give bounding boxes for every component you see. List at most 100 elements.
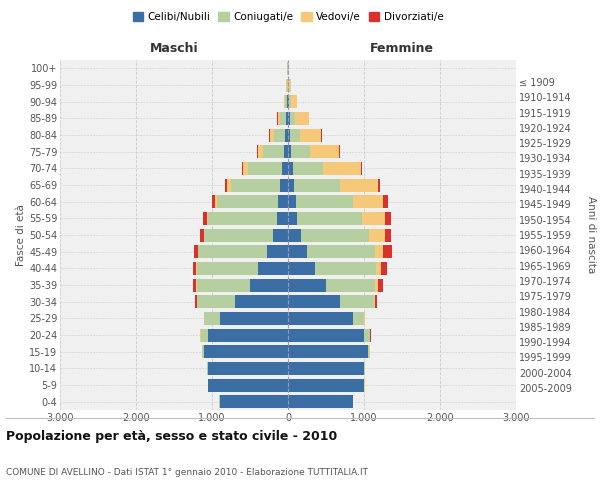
Bar [288, 262, 316, 275]
Bar [374, 295, 376, 308]
Bar [290, 128, 300, 141]
Bar [257, 145, 259, 158]
Y-axis label: Fasce di età: Fasce di età [16, 204, 26, 266]
Legend: Celibi/Nubili, Coniugati/e, Vedovi/e, Divorziati/e: Celibi/Nubili, Coniugati/e, Vedovi/e, Di… [128, 8, 448, 26]
Bar [235, 295, 288, 308]
Bar [288, 295, 340, 308]
Bar [208, 378, 288, 392]
Bar [284, 145, 288, 158]
Bar [288, 345, 368, 358]
Bar [215, 195, 217, 208]
Bar [197, 278, 250, 291]
Bar [300, 128, 322, 141]
Bar [285, 128, 288, 141]
Bar [193, 262, 196, 275]
Bar [288, 378, 364, 392]
Bar [339, 145, 340, 158]
Bar [293, 162, 323, 175]
Bar [205, 345, 288, 358]
Bar [288, 95, 289, 108]
Bar [193, 278, 196, 291]
Bar [277, 212, 288, 225]
Bar [376, 295, 377, 308]
Bar [242, 162, 243, 175]
Bar [197, 295, 235, 308]
Bar [248, 162, 282, 175]
Bar [287, 95, 288, 108]
Bar [289, 78, 290, 92]
Bar [257, 262, 288, 275]
Bar [364, 362, 365, 375]
Bar [208, 212, 277, 225]
Bar [205, 312, 220, 325]
Bar [288, 178, 294, 192]
Bar [212, 195, 215, 208]
Bar [377, 178, 380, 192]
Bar [353, 195, 383, 208]
Bar [194, 245, 198, 258]
Bar [288, 328, 364, 342]
Bar [280, 178, 288, 192]
Bar [278, 195, 288, 208]
Bar [243, 162, 248, 175]
Bar [362, 212, 385, 225]
Bar [269, 128, 270, 141]
Bar [288, 395, 353, 408]
Bar [203, 228, 205, 241]
Bar [385, 212, 391, 225]
Bar [381, 262, 387, 275]
Bar [280, 112, 286, 125]
Bar [376, 245, 383, 258]
Bar [197, 262, 257, 275]
Bar [290, 112, 295, 125]
Bar [364, 312, 365, 325]
Bar [290, 95, 297, 108]
Bar [203, 212, 206, 225]
Bar [288, 228, 301, 241]
Bar [307, 245, 376, 258]
Bar [195, 295, 197, 308]
Bar [340, 295, 374, 308]
Bar [297, 212, 362, 225]
Bar [294, 178, 340, 192]
Bar [231, 178, 280, 192]
Bar [310, 145, 339, 158]
Text: Popolazione per età, sesso e stato civile - 2010: Popolazione per età, sesso e stato civil… [6, 430, 337, 443]
Bar [270, 128, 274, 141]
Bar [370, 228, 385, 241]
Bar [282, 162, 288, 175]
Bar [353, 312, 364, 325]
Bar [295, 112, 309, 125]
Bar [361, 162, 362, 175]
Bar [284, 95, 285, 108]
Bar [288, 162, 293, 175]
Bar [288, 362, 364, 375]
Bar [301, 228, 370, 241]
Bar [288, 312, 353, 325]
Text: Maschi: Maschi [149, 42, 199, 55]
Bar [385, 228, 391, 241]
Bar [200, 328, 208, 342]
Bar [288, 245, 307, 258]
Bar [263, 145, 284, 158]
Bar [289, 95, 290, 108]
Bar [291, 145, 310, 158]
Bar [364, 328, 370, 342]
Bar [220, 395, 288, 408]
Bar [288, 195, 296, 208]
Bar [340, 178, 377, 192]
Bar [202, 345, 205, 358]
Bar [288, 212, 297, 225]
Bar [274, 128, 285, 141]
Bar [379, 278, 383, 291]
Y-axis label: Anni di nascita: Anni di nascita [586, 196, 596, 274]
Bar [205, 228, 273, 241]
Bar [288, 145, 291, 158]
Bar [273, 228, 288, 241]
Bar [376, 262, 381, 275]
Bar [376, 278, 379, 291]
Bar [217, 195, 278, 208]
Bar [383, 245, 392, 258]
Bar [323, 162, 361, 175]
Text: COMUNE DI AVELLINO - Dati ISTAT 1° gennaio 2010 - Elaborazione TUTTITALIA.IT: COMUNE DI AVELLINO - Dati ISTAT 1° genna… [6, 468, 368, 477]
